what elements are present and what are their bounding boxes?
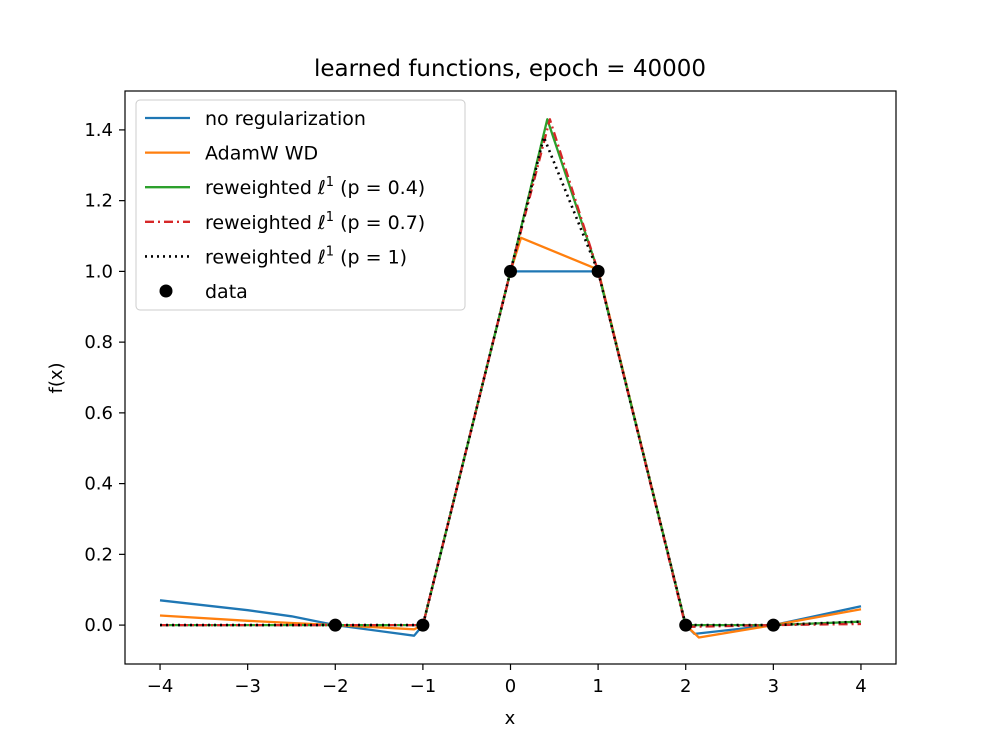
x-tick-label: 4 <box>855 676 866 697</box>
x-axis-ticks: −4 −3 −2 −1 0 1 2 3 4 <box>147 664 867 697</box>
x-tick-label: 2 <box>680 676 691 697</box>
x-tick-label: 1 <box>592 676 603 697</box>
x-tick-label: 0 <box>505 676 516 697</box>
legend-label-main: no regularization <box>205 108 366 130</box>
legend-label-main: reweighted ℓ <box>205 246 326 268</box>
data-point <box>591 264 605 278</box>
x-tick-label: −4 <box>147 676 174 697</box>
legend-label-2: AdamW WD <box>205 143 318 165</box>
y-axis-ticks: 0.0 0.2 0.4 0.6 0.8 1.0 1.2 1.4 <box>84 120 125 636</box>
x-axis-label: x <box>505 708 516 729</box>
series-layer <box>159 118 862 639</box>
data-point <box>679 618 693 632</box>
legend-label-superscript: 1 <box>326 175 334 190</box>
x-tick-label: −2 <box>322 676 349 697</box>
legend-box <box>135 99 466 311</box>
legend-label-main: AdamW WD <box>205 143 318 165</box>
y-axis-label: f(x) <box>46 362 67 393</box>
series-line-5 <box>160 135 862 627</box>
data-point <box>766 618 780 632</box>
data-point <box>504 264 517 278</box>
legend-label-superscript: 1 <box>326 244 334 259</box>
legend-label-tail: (p = 0.4) <box>334 177 425 199</box>
legend-label-data: data <box>205 281 248 303</box>
data-point <box>416 618 430 632</box>
x-tick-label: 3 <box>768 676 779 697</box>
y-tick-label: 0.4 <box>84 474 113 495</box>
data-point <box>328 618 342 632</box>
legend-label-superscript: 1 <box>326 210 334 225</box>
y-tick-label: 1.0 <box>84 261 113 282</box>
y-tick-label: 0.8 <box>84 332 113 353</box>
legend-label-5: reweighted ℓ1 (p = 1) <box>205 244 407 268</box>
y-tick-label: 1.4 <box>84 120 113 141</box>
legend-label-4: reweighted ℓ1 (p = 0.7) <box>205 210 425 234</box>
y-tick-label: 0.6 <box>84 403 113 424</box>
legend-label-tail: (p = 1) <box>334 246 407 268</box>
x-tick-label: −3 <box>234 676 261 697</box>
legend-label-1: no regularization <box>205 108 366 130</box>
y-tick-label: 0.2 <box>84 544 113 565</box>
legend-label-main: reweighted ℓ <box>205 177 326 199</box>
chart-title: learned functions, epoch = 40000 <box>314 56 706 82</box>
y-tick-label: 0.0 <box>84 615 113 636</box>
legend-label-tail: (p = 0.7) <box>334 212 425 234</box>
legend-swatch-data <box>159 284 173 298</box>
data-points-layer <box>328 264 780 632</box>
legend-label-3: reweighted ℓ1 (p = 0.4) <box>205 175 425 199</box>
legend-label-main: reweighted ℓ <box>205 212 326 234</box>
y-tick-label: 1.2 <box>84 191 113 212</box>
x-tick-label: −1 <box>410 676 437 697</box>
